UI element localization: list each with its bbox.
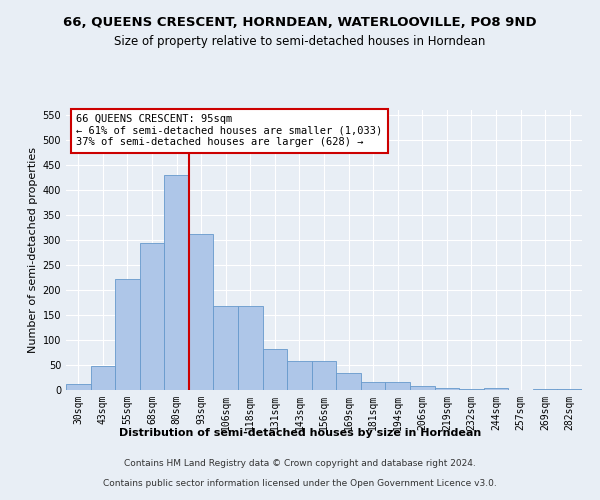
Bar [533, 389, 557, 390]
Bar [189, 234, 214, 390]
Bar [91, 366, 115, 390]
Bar [287, 361, 312, 390]
Bar [115, 279, 140, 390]
Text: 66, QUEENS CRESCENT, HORNDEAN, WATERLOOVILLE, PO8 9ND: 66, QUEENS CRESCENT, HORNDEAN, WATERLOOV… [63, 16, 537, 29]
Bar [385, 382, 410, 390]
Y-axis label: Number of semi-detached properties: Number of semi-detached properties [28, 147, 38, 353]
Bar [410, 386, 434, 390]
Bar [361, 382, 385, 390]
Bar [164, 175, 189, 390]
Text: Contains HM Land Registry data © Crown copyright and database right 2024.: Contains HM Land Registry data © Crown c… [124, 460, 476, 468]
Bar [557, 388, 582, 390]
Bar [140, 242, 164, 390]
Text: Size of property relative to semi-detached houses in Horndean: Size of property relative to semi-detach… [115, 34, 485, 48]
Bar [336, 372, 361, 390]
Bar [459, 389, 484, 390]
Bar [66, 384, 91, 390]
Bar [238, 306, 263, 390]
Bar [214, 306, 238, 390]
Bar [484, 388, 508, 390]
Text: Distribution of semi-detached houses by size in Horndean: Distribution of semi-detached houses by … [119, 428, 481, 438]
Bar [263, 348, 287, 390]
Bar [312, 361, 336, 390]
Text: Contains public sector information licensed under the Open Government Licence v3: Contains public sector information licen… [103, 479, 497, 488]
Text: 66 QUEENS CRESCENT: 95sqm
← 61% of semi-detached houses are smaller (1,033)
37% : 66 QUEENS CRESCENT: 95sqm ← 61% of semi-… [76, 114, 383, 148]
Bar [434, 388, 459, 390]
